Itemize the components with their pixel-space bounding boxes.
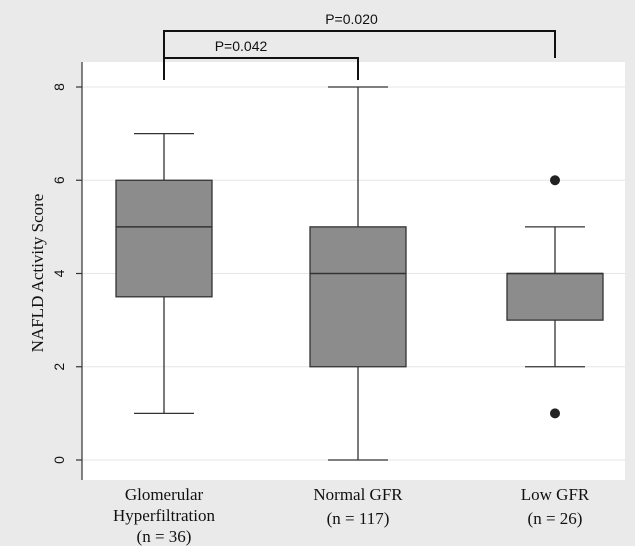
p-value-label: P=0.020 (325, 11, 378, 27)
y-tick-label: 8 (51, 83, 67, 91)
x-category-label-line: (n = 26) (527, 509, 583, 528)
y-tick-label: 2 (51, 363, 67, 371)
y-axis-title: NAFLD Activity Score (28, 193, 47, 352)
significance-bracket: P=0.042 (163, 38, 359, 80)
x-category-label-line: (n = 36) (136, 527, 192, 546)
box-group (115, 132, 213, 415)
x-category-label: Glomerular Hyperfiltration (n = 36) (79, 484, 249, 547)
x-category-label: Normal GFR (n = 117) (273, 484, 443, 529)
x-category-label-line: Low GFR (520, 485, 590, 504)
x-category-label-line: Hyperfiltration (113, 506, 215, 525)
significance-bracket: P=0.020 (163, 11, 556, 58)
y-axis: 0 2 4 6 8 (51, 62, 83, 480)
x-category-label-line: Glomerular (124, 485, 204, 504)
box-iqr (115, 179, 213, 298)
y-tick-label: 4 (51, 269, 67, 277)
y-tick-label: 0 (51, 456, 67, 464)
significance-brackets: P=0.042 P=0.020 (163, 11, 556, 80)
box-iqr (506, 272, 604, 321)
box-group (506, 175, 604, 419)
outlier-point (550, 408, 560, 419)
p-value-label: P=0.042 (215, 38, 268, 54)
y-tick-label: 6 (51, 176, 67, 184)
boxes (115, 86, 604, 461)
outlier-point (550, 175, 560, 186)
x-category-label-line: (n = 117) (326, 509, 390, 528)
bracket-line (163, 57, 359, 80)
x-category-label-line: Normal GFR (313, 485, 403, 504)
box-group (309, 86, 407, 461)
x-category-label: Low GFR (n = 26) (470, 484, 635, 529)
box-iqr (309, 226, 407, 368)
bracket-line (163, 30, 556, 58)
